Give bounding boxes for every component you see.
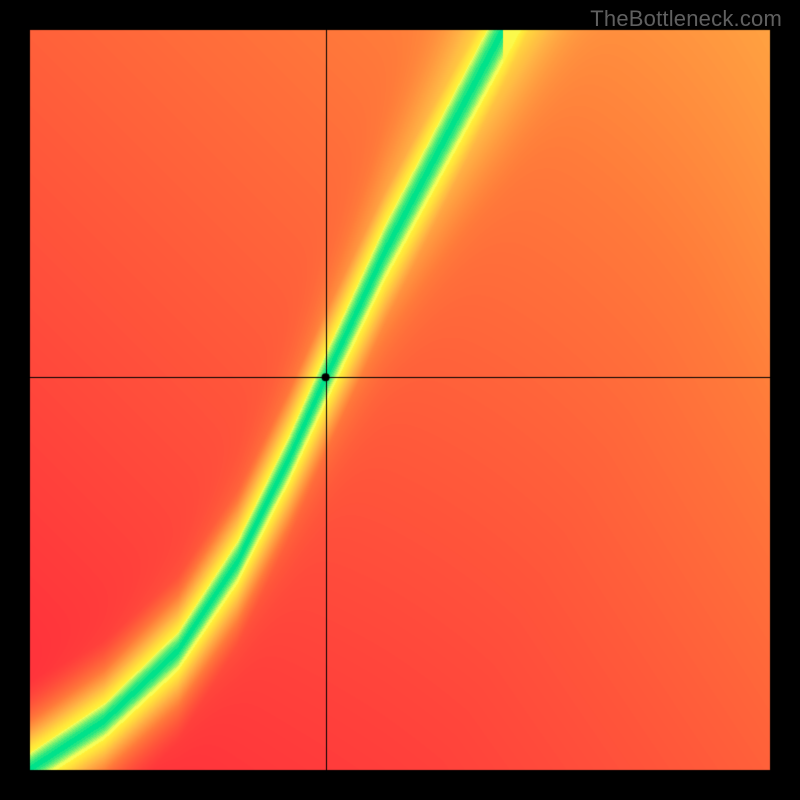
watermark-label: TheBottleneck.com: [590, 6, 782, 32]
bottleneck-heatmap: [0, 0, 800, 800]
figure-container: TheBottleneck.com: [0, 0, 800, 800]
